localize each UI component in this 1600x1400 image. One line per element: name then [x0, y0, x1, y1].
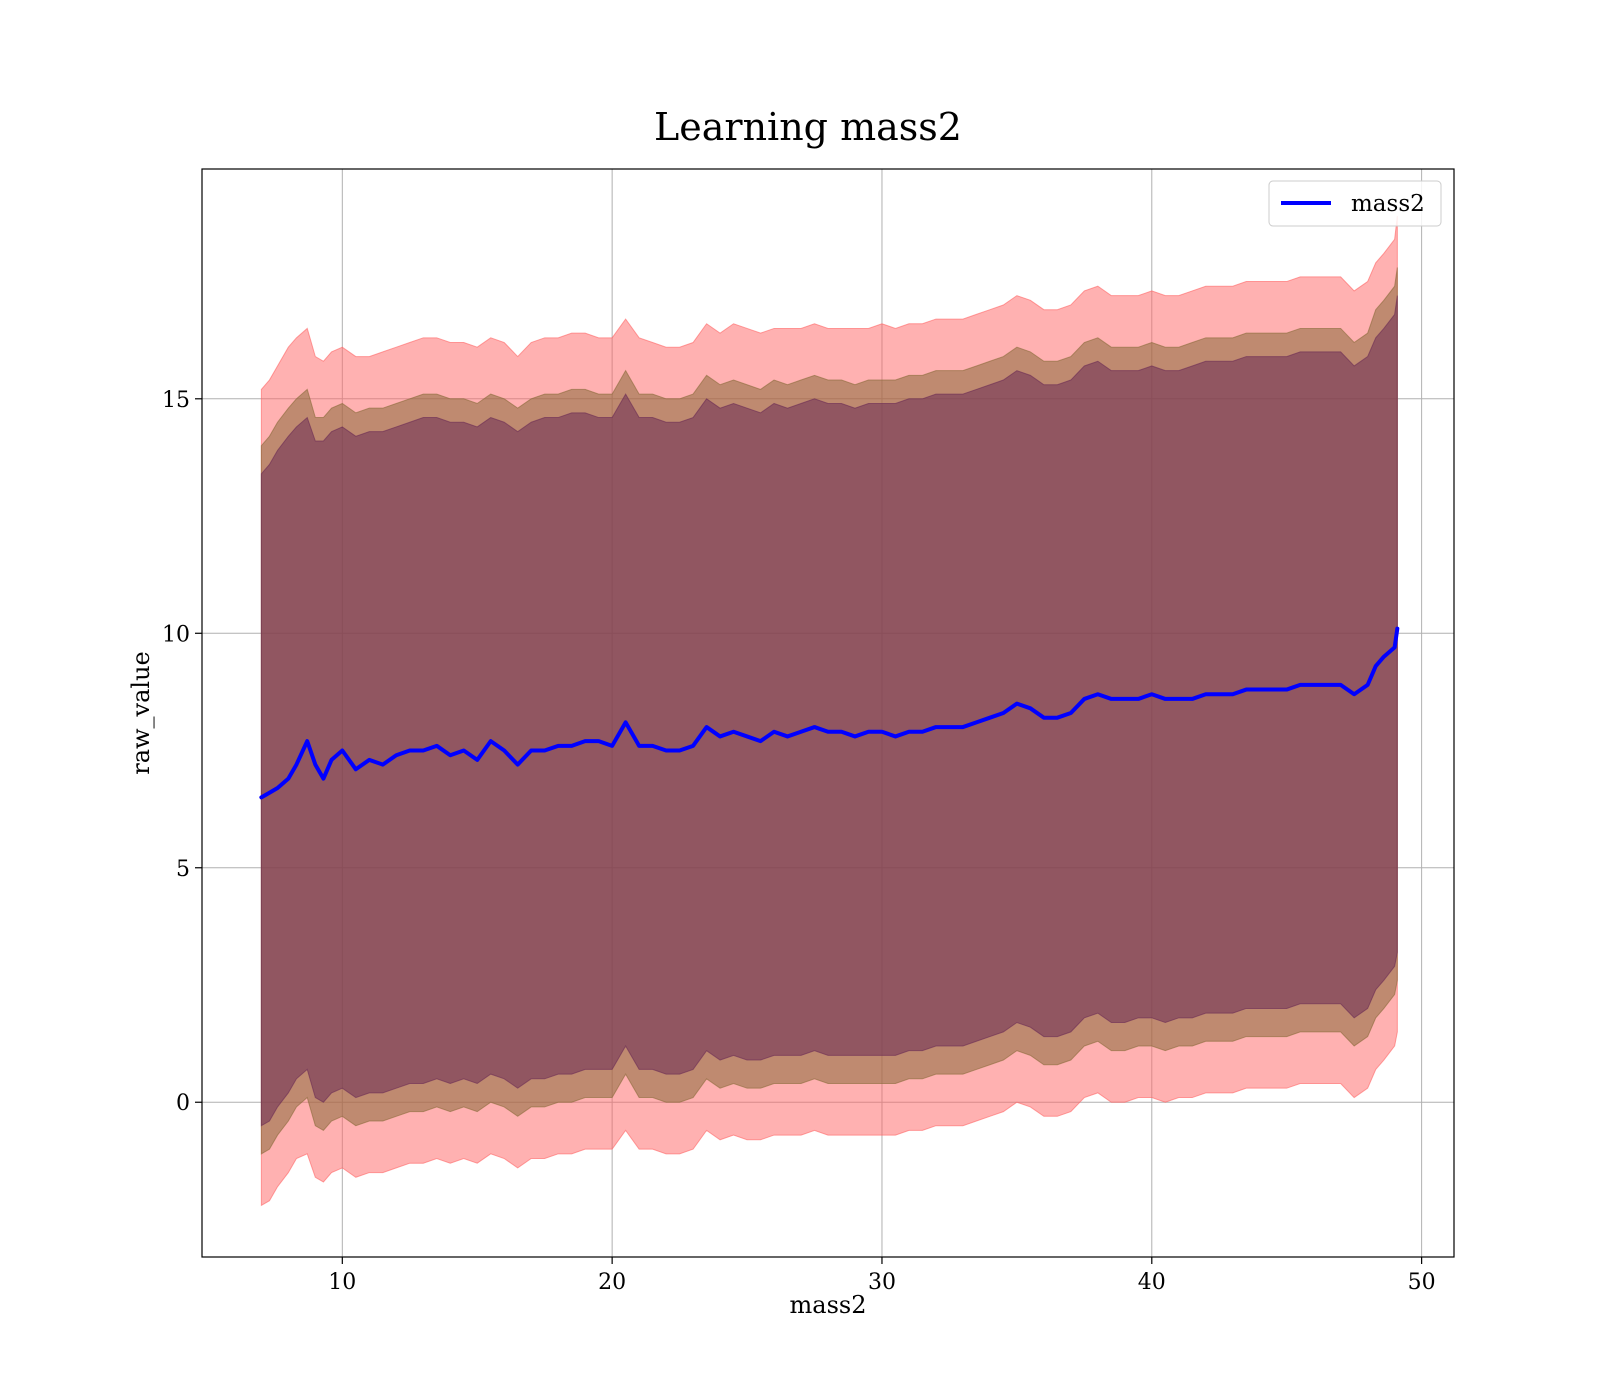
- series-lines: [259, 626, 1400, 800]
- y-tick-label: 5: [176, 857, 190, 882]
- x-tick-label: 10: [328, 1270, 356, 1295]
- y-axis-label: raw_value: [127, 651, 155, 775]
- chart-title: Learning mass2: [654, 105, 962, 149]
- y-axis-ticks: 0 5 10 15: [162, 388, 202, 1116]
- legend-label-mass2: mass2: [1351, 191, 1425, 217]
- confidence-band-3: [260, 295, 1398, 1127]
- legend-box: [1268, 180, 1442, 227]
- x-tick-label: 20: [598, 1270, 626, 1295]
- plot-frame: [201, 168, 1455, 1258]
- x-axis-label: mass2: [790, 1291, 867, 1319]
- legend: mass2: [1268, 180, 1442, 227]
- series-line-mass2: [259, 626, 1400, 800]
- x-axis-ticks: 10 20 30 40 50: [328, 1257, 1436, 1295]
- y-tick-label: 10: [162, 622, 190, 647]
- x-tick-label: 30: [868, 1270, 896, 1295]
- y-tick-label: 15: [162, 388, 190, 413]
- x-tick-label: 40: [1138, 1270, 1166, 1295]
- y-tick-label: 0: [176, 1091, 190, 1116]
- x-tick-label: 50: [1408, 1270, 1436, 1295]
- plot-area: [201, 168, 1455, 1258]
- confidence-bands: [260, 215, 1398, 1207]
